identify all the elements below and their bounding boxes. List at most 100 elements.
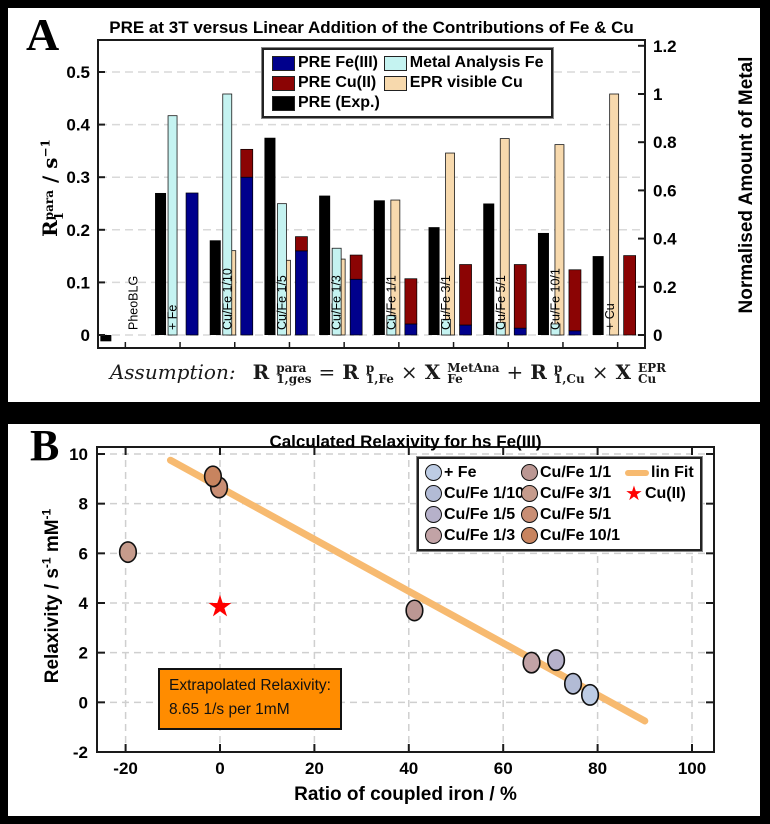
tick-label-right-0.2: 0.2 — [653, 278, 677, 297]
tick-label-x-60: 60 — [494, 759, 513, 778]
panel-a-bars — [100, 93, 637, 342]
point-cu-fe-1-3 — [522, 651, 541, 674]
panel-b-legend: + Fe Cu/Fe 1/10 Cu/Fe 1/5 Cu/Fe 1/3 Cu/Fe 1/… — [417, 457, 702, 551]
category-label-cu-fe-1-3: Cu/Fe 1/3 — [330, 275, 344, 330]
swatch-pre-fe-iii — [272, 55, 295, 71]
circle-swatch-fe — [425, 464, 442, 481]
legend-item-metal-analysis-fe: Metal Analysis Fe — [383, 54, 543, 72]
bar-pre-fe-cu-fe-1-3 — [349, 278, 363, 336]
tick-label-y-2: 2 — [79, 644, 88, 663]
legend-item-cu-ii: ★ Cu(II) — [625, 482, 686, 505]
circle-swatch-cu-fe-1-10 — [425, 485, 442, 502]
panel-b-x-label: Ratio of coupled iron / % — [294, 784, 517, 805]
circle-swatch-cu-fe-10-1 — [521, 527, 538, 544]
panel-a: PheoBLG + Fe Cu/Fe 1/10 Cu/Fe 1/5 Cu/Fe 1/3 C… — [8, 8, 760, 402]
bar-metal-fe-cu-fe-1-3 — [331, 247, 342, 336]
line-swatch-icon — [625, 469, 649, 476]
category-label-cu: + Cu — [603, 303, 617, 330]
tick-label-y-4: 4 — [79, 594, 89, 613]
tick-label-x-20: 20 — [305, 759, 324, 778]
bar-metal-fe-fe — [167, 115, 178, 336]
tick-label-left-0.3: 0.3 — [66, 168, 90, 187]
bar-pre-cu-cu-fe-1-1 — [404, 278, 418, 325]
bar-metal-fe-cu-fe-1-1 — [386, 315, 397, 336]
bar-pre-exp-cu-fe-5-1 — [483, 203, 495, 335]
swatch-metal-analysis-fe — [383, 55, 407, 71]
panel-a-plot: PheoBLG + Fe Cu/Fe 1/10 Cu/Fe 1/5 Cu/Fe 1/3 C… — [66, 37, 677, 349]
panel-a-frame — [97, 39, 646, 349]
legend-item-cu-fe-1-3: Cu/Fe 1/3 — [425, 527, 521, 545]
category-label-cu-fe-1-1: Cu/Fe 1/1 — [384, 275, 398, 330]
legend-item-pre-exp: PRE (Exp.) — [272, 94, 380, 112]
bar-pre-exp-cu-fe-1-1 — [373, 200, 385, 335]
tick-label-right-1: 1 — [653, 85, 662, 104]
legend-item-cu-fe-10-1: Cu/Fe 10/1 — [521, 527, 625, 545]
circle-swatch-cu-fe-1-3 — [425, 527, 442, 544]
panel-a-legend: PRE Fe(III) Metal Analysis Fe PRE Cu(II) EP… — [262, 48, 554, 118]
bar-pre-cu-cu-fe-10-1 — [568, 269, 582, 332]
tick-label-right-0.4: 0.4 — [653, 230, 677, 249]
category-label-cu-fe-10-1: Cu/Fe 10/1 — [548, 268, 562, 330]
point-cu-fe-10-1 — [203, 465, 223, 488]
legend-item-cu-fe-1-10: Cu/Fe 1/10 — [425, 485, 524, 503]
point-cu-fe-1-1 — [405, 599, 424, 622]
bar-pre-exp-cu-fe-1-5 — [264, 137, 276, 335]
tick-label-right-1.2: 1.2 — [653, 37, 677, 56]
extrapolated-relaxivity-box: Extrapolated Relaxivity: 8.65 1/s per 1m… — [158, 668, 342, 731]
category-label-cu-fe-5-1: Cu/Fe 5/1 — [494, 275, 508, 330]
bar-pre-fe-cu-fe-1-5 — [295, 250, 308, 336]
legend-item-cu-fe-1-1: Cu/Fe 1/1 — [521, 464, 625, 482]
bar-metal-fe-cu-fe-3-1 — [441, 318, 451, 336]
bar-epr-cu-cu — [609, 93, 620, 336]
panel-a-label: A — [26, 9, 60, 60]
bar-pre-fe-cu-fe-1-10 — [240, 176, 254, 336]
tick-label-left-0: 0 — [81, 326, 90, 345]
panel-b-title: Calculated Relaxivity for hs Fe(III) — [269, 432, 542, 451]
point-fe — [580, 683, 600, 706]
bar-metal-fe-cu-fe-1-5 — [277, 203, 287, 336]
tick-label-left-0.5: 0.5 — [66, 63, 90, 82]
tick-label-left-0.2: 0.2 — [66, 221, 90, 240]
swatch-epr-visible-cu — [383, 75, 407, 91]
category-label-pheoblg: PheoBLG — [126, 276, 140, 330]
tick-label-y-0: 0 — [79, 693, 88, 712]
tick-label-x-100: 100 — [678, 759, 706, 778]
tick-label-right-0: 0 — [653, 326, 662, 345]
tick-label-left-0.1: 0.1 — [66, 273, 90, 292]
tick-label-y-10: 10 — [69, 445, 88, 464]
bar-pre-exp-fe — [155, 192, 167, 335]
star-icon: ★ — [625, 482, 643, 505]
bar-pre-exp-cu-fe-3-1 — [428, 227, 440, 335]
bar-metal-fe-cu-fe-10-1 — [550, 323, 561, 336]
panel-b-frame — [96, 446, 715, 753]
swatch-pre-exp — [272, 95, 295, 111]
point-cu-ii-star — [208, 594, 232, 617]
circle-swatch-cu-fe-5-1 — [521, 506, 538, 523]
panel-a-y-right-label: Normalised Amount of Metal — [736, 56, 757, 314]
tick-label-x-80: 80 — [588, 759, 607, 778]
bar-pre-fe-cu-fe-1-1 — [404, 323, 418, 336]
bar-pre-exp-cu-fe-1-3 — [319, 195, 331, 335]
point-cu-fe-1-5 — [546, 649, 566, 672]
legend-item-cu-fe-5-1: Cu/Fe 5/1 — [521, 506, 625, 524]
category-label-cu-fe-1-5: Cu/Fe 1/5 — [275, 275, 289, 330]
legend-item-cu-fe-1-5: Cu/Fe 1/5 — [425, 506, 521, 524]
category-label-cu-fe-1-10: Cu/Fe 1/10 — [220, 268, 234, 330]
bar-pre-cu-cu-fe-1-10 — [240, 148, 254, 178]
circle-swatch-cu-fe-1-1 — [521, 464, 538, 481]
bar-pre-cu-cu — [623, 255, 637, 336]
legend-item-cu-fe-3-1: Cu/Fe 3/1 — [521, 485, 625, 503]
legend-item-pre-fe-iii: PRE Fe(III) — [272, 54, 380, 72]
point-cu-fe-3-1 — [118, 541, 138, 564]
bar-pre-fe-cu-fe-5-1 — [513, 327, 527, 336]
category-label-fe: + Fe — [166, 305, 180, 330]
bar-pre-cu-cu-fe-1-5 — [295, 236, 308, 252]
category-label-cu-fe-3-1: Cu/Fe 3/1 — [439, 275, 453, 330]
tick-label-y-6: 6 — [79, 544, 88, 563]
tick-label-x-0: 0 — [215, 759, 224, 778]
tick-label-left-0.4: 0.4 — [66, 116, 90, 135]
panel-b: -20 0 20 40 60 80 100 -2 0 2 4 6 8 10 B Calculated Re… — [8, 424, 760, 816]
circle-swatch-cu-fe-3-1 — [521, 485, 538, 502]
